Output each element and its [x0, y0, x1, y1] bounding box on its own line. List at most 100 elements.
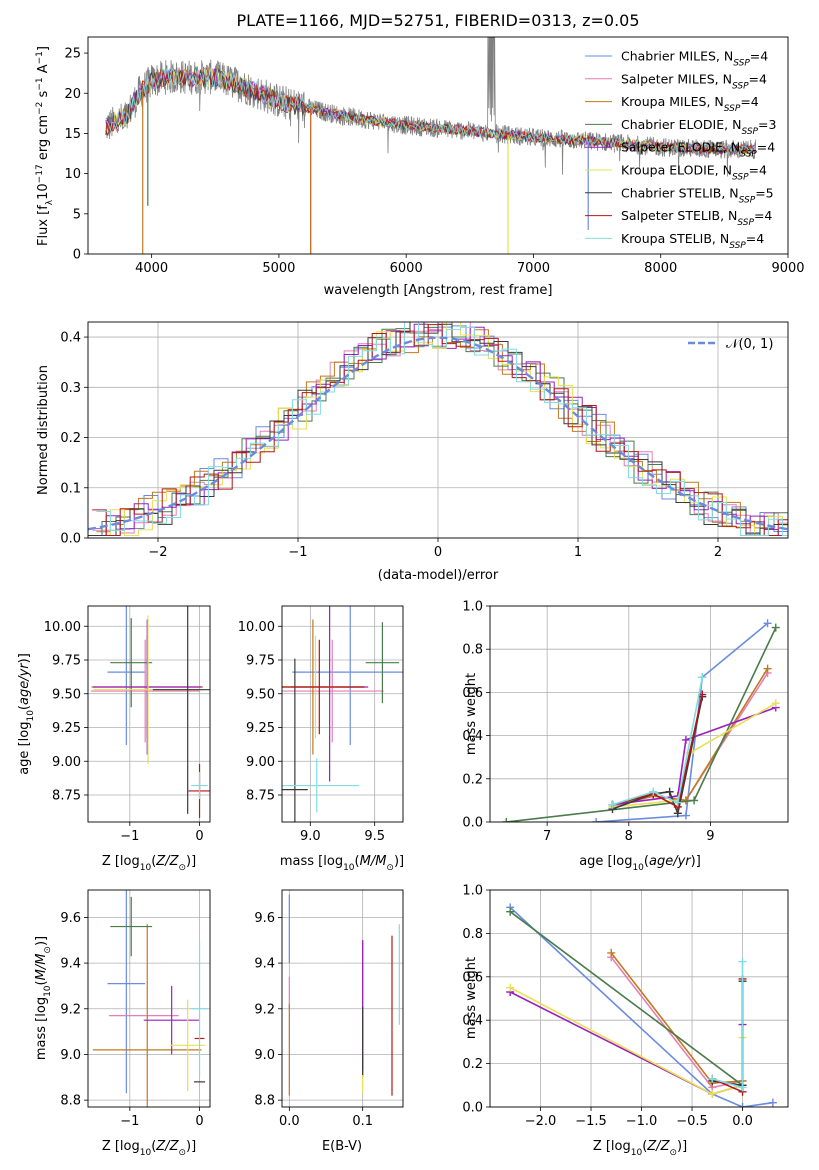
y-axis-label: Normed distribution — [36, 365, 51, 495]
tick-label-y: 9.2 — [60, 1002, 81, 1017]
text-part: λ — [45, 199, 55, 205]
data-marker — [673, 798, 682, 807]
mass-weight-line-5 — [509, 991, 744, 1095]
text-part: ⊙ — [43, 946, 53, 954]
text-part: 10 — [26, 710, 36, 722]
text-part: SSP — [733, 59, 750, 69]
spectrum-axes: 4000 5000 6000 7000 8000 9000 0 5 10 15 20 25 Chabri… — [35, 36, 805, 298]
legend-label: Kroupa STELIB, NSSP=4 — [621, 231, 764, 251]
residual-histogram-7 — [88, 322, 788, 536]
data-marker — [690, 796, 699, 805]
data-marker — [771, 699, 780, 708]
tick-label-y: 20 — [64, 87, 81, 102]
text-part: mass [log — [280, 854, 343, 869]
axes-frame — [87, 605, 211, 823]
data-marker — [592, 818, 601, 822]
data-marker — [681, 811, 690, 820]
y-axis-label: mass weight — [464, 957, 479, 1039]
text-part: )] — [691, 854, 701, 869]
mass_vs_Z-plot-area — [92, 890, 208, 1107]
residual-histogram-9 — [96, 322, 788, 536]
x-axis-label: mass [log10(M/M⊙)] — [280, 854, 404, 873]
text-part: erg cm — [36, 115, 51, 164]
text-part: ( — [151, 1139, 156, 1154]
text-part: )] — [34, 936, 49, 946]
tick-label-y: 0.2 — [60, 431, 81, 446]
tick-label-y: 0.6 — [462, 686, 483, 701]
tick-label-x: 9000 — [771, 261, 804, 276]
text-part: M/M — [34, 954, 49, 981]
tick-label-x: 4000 — [135, 261, 168, 276]
text-part: Kroupa STELIB, N — [621, 231, 729, 246]
tick-label-y: 8.75 — [246, 789, 275, 804]
text-part: ] — [36, 46, 51, 51]
mass_weight_vs_Z-axes: −2.0 −1.5 −1.0 −0.5 0.0 0.0 0.2 0.4 0.6 0.8 1.0 Z [… — [462, 884, 789, 1158]
text-part: ( — [151, 854, 156, 869]
tick-label-x: −1.0 — [626, 1114, 658, 1129]
legend-label: Kroupa ELODIE, NSSP=4 — [621, 163, 767, 183]
text-part: =3 — [758, 117, 776, 132]
text-part: ( — [17, 705, 32, 710]
text-part: Z [log — [102, 854, 140, 869]
tick-label-y: 15 — [64, 127, 81, 142]
tick-label-y: 9.4 — [254, 957, 275, 972]
text-part: age/yr — [649, 854, 692, 869]
x-axis-label: Z [log10(Z/Z⊙)] — [593, 1139, 687, 1158]
data-marker — [698, 673, 707, 682]
data-marker — [771, 623, 780, 632]
text-part: ⊙ — [178, 1148, 186, 1158]
text-part: =5 — [755, 185, 773, 200]
x-axis-label: Z [log10(Z/Z⊙)] — [102, 854, 196, 873]
tick-label-y: 0.1 — [60, 481, 81, 496]
tick-label-y: 10 — [64, 167, 81, 182]
tick-label-x: 5000 — [262, 261, 295, 276]
tick-label-x: 2 — [714, 545, 722, 560]
data-marker — [607, 948, 616, 957]
tick-label-y: 9.6 — [254, 911, 275, 926]
tick-label-y: 0.0 — [462, 1101, 483, 1116]
tick-label-y: 10.00 — [44, 620, 81, 635]
tick-label-x: 7 — [543, 829, 551, 844]
legend-label: 𝒩(0, 1) — [726, 337, 773, 352]
text-part: Z/Z — [155, 1139, 179, 1154]
model-spectrum-8 — [105, 69, 756, 156]
tick-label-y: 9.25 — [246, 721, 275, 736]
legend-label: Kroupa MILES, NSSP=4 — [621, 94, 759, 114]
data-marker — [502, 818, 511, 822]
tick-label-y: 8.8 — [60, 1094, 81, 1109]
residual-histogram-8 — [92, 324, 788, 536]
tick-label-x: −1.5 — [575, 1114, 607, 1129]
legend-label: Chabrier MILES, NSSP=4 — [621, 49, 768, 69]
tick-label-x: 9.0 — [300, 829, 321, 844]
text-part: =4 — [740, 94, 758, 109]
tick-label-y: 8.8 — [254, 1094, 275, 1109]
text-part: 10 — [343, 863, 355, 873]
text-part: SSP — [739, 195, 756, 205]
data-marker — [738, 1083, 747, 1092]
residuals-axes: −2 −1 0 1 2 0.0 0.1 0.2 0.3 0.4 𝒩(0, 1) (data-model… — [36, 321, 789, 583]
text-part: −1 — [35, 51, 45, 64]
text-part: Z/Z — [646, 1139, 670, 1154]
residual-histogram-4 — [88, 322, 788, 536]
text-part: ⊙ — [386, 863, 394, 873]
text-part: 10 — [140, 1148, 152, 1158]
tick-label-y: 10.00 — [238, 620, 275, 635]
tick-label-y: 1.0 — [462, 600, 483, 615]
text-part: mass [log — [34, 997, 49, 1060]
text-part: SSP — [732, 81, 749, 91]
tick-label-x: 9.5 — [364, 829, 385, 844]
text-part: )] — [186, 1139, 196, 1154]
text-part: =4 — [757, 140, 775, 155]
text-part: =4 — [746, 231, 764, 246]
data-marker — [649, 787, 658, 796]
legend-label: Salpeter STELIB, NSSP=4 — [621, 208, 772, 228]
tick-label-y: 0.0 — [462, 816, 483, 831]
tick-label-x: 0 — [195, 1114, 203, 1129]
text-part: −1 — [35, 77, 45, 90]
data-marker — [708, 1074, 717, 1083]
data-marker — [506, 983, 515, 992]
tick-label-x: −1 — [120, 1114, 139, 1129]
text-part: SSP — [724, 104, 741, 114]
